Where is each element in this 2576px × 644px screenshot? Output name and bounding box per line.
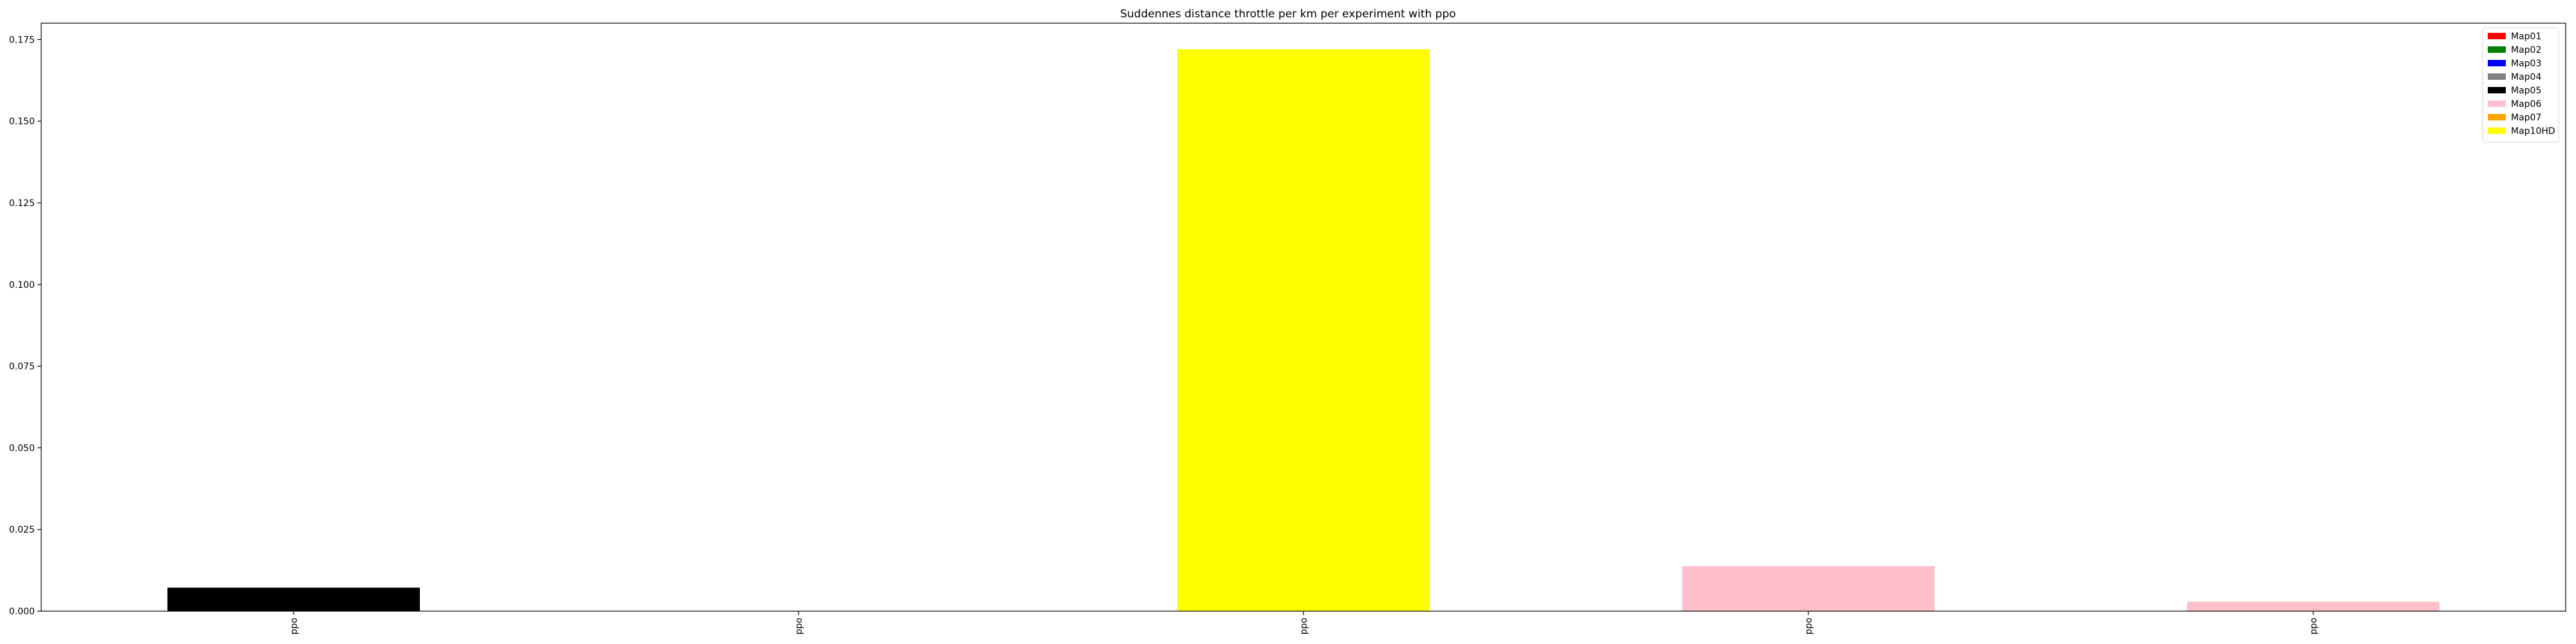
legend-label-map07: Map07 — [2511, 113, 2541, 123]
x-tick-label: ppo — [794, 618, 804, 634]
legend-label-map03: Map03 — [2511, 59, 2541, 69]
y-tick-label: 0.000 — [9, 607, 35, 617]
y-tick-label: 0.175 — [9, 35, 35, 45]
bars-layer — [167, 49, 2439, 612]
y-tick-label: 0.050 — [9, 443, 35, 453]
legend-box — [2482, 27, 2559, 143]
x-tick-label: ppo — [1299, 618, 1309, 634]
legend-label-map04: Map04 — [2511, 72, 2541, 82]
legend-swatch-map05 — [2488, 87, 2506, 93]
legend-swatch-map10hd — [2488, 128, 2506, 134]
bar-map05-0 — [167, 587, 420, 611]
x-axis: ppo ppo ppo ppo ppo — [289, 611, 2319, 634]
legend-label-map06: Map06 — [2511, 99, 2541, 109]
y-tick-label: 0.125 — [9, 198, 35, 209]
x-tick-label: ppo — [289, 618, 299, 634]
x-tick-label: ppo — [2309, 618, 2319, 634]
legend: Map01 Map02 Map03 Map04 Map05 Map06 Map07 Map10… — [2482, 27, 2559, 143]
legend-label-map05: Map05 — [2511, 86, 2541, 96]
bar-map10hd-1 — [1177, 49, 1430, 612]
y-axis: 0.000 0.025 0.050 0.075 0.100 0.125 0.150 0.175 — [9, 35, 41, 617]
legend-swatch-map07 — [2488, 114, 2506, 120]
y-tick-label: 0.075 — [9, 362, 35, 372]
y-tick-label: 0.025 — [9, 525, 35, 535]
legend-label-map01: Map01 — [2511, 32, 2541, 42]
legend-label-map10hd: Map10HD — [2511, 126, 2555, 137]
bar-map06-3 — [2187, 601, 2439, 611]
legend-swatch-map06 — [2488, 100, 2506, 107]
legend-swatch-map03 — [2488, 60, 2506, 66]
y-tick-label: 0.150 — [9, 117, 35, 127]
legend-swatch-map02 — [2488, 46, 2506, 53]
legend-swatch-map01 — [2488, 33, 2506, 39]
legend-label-map02: Map02 — [2511, 45, 2541, 55]
y-tick-label: 0.100 — [9, 280, 35, 290]
chart-title: Suddennes distance throttle per km per e… — [1120, 8, 1455, 21]
x-tick-label: ppo — [1804, 618, 1814, 634]
bar-map06-2 — [1682, 566, 1935, 611]
legend-swatch-map04 — [2488, 73, 2506, 80]
plot-frame — [41, 23, 2566, 612]
